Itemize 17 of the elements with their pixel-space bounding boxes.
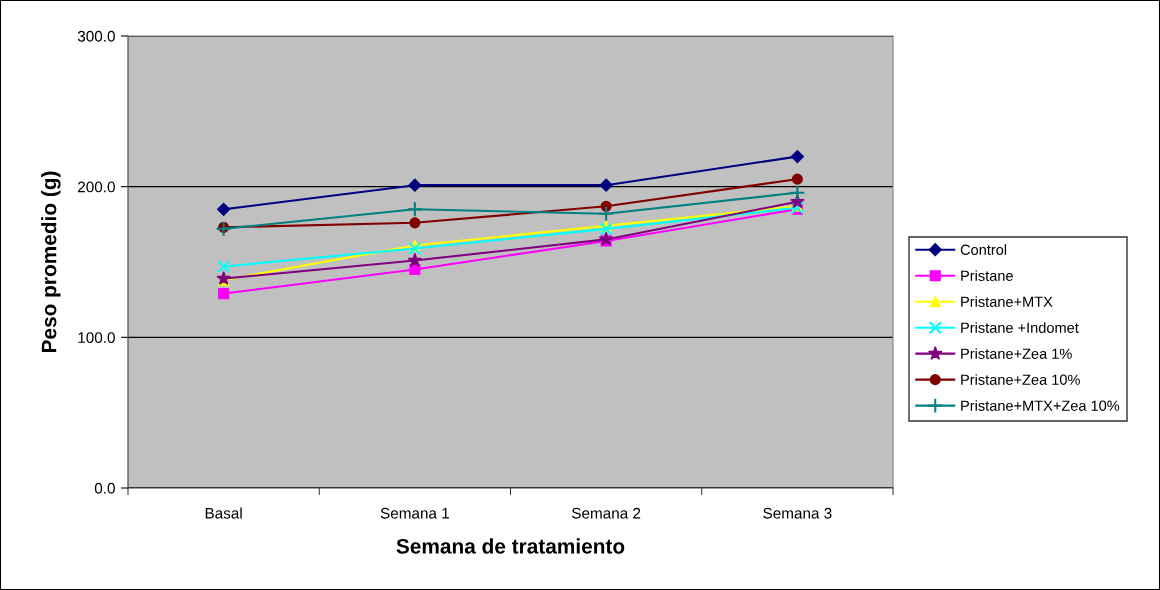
y-tick-label: 300.0 — [77, 30, 115, 42]
x-tick-label: Basal — [205, 507, 242, 519]
legend-label: Pristane — [961, 270, 1013, 281]
legend-label: Pristane+MTX+Zea 10% — [961, 400, 1120, 411]
x-tick-label: Semana 3 — [763, 507, 832, 519]
legend-label: Pristane+Zea 10% — [961, 374, 1080, 385]
y-tick-label: 0.0 — [94, 482, 115, 494]
legend-label: Pristane+Zea 1% — [961, 348, 1072, 359]
x-tick-label: Semana 1 — [380, 507, 449, 519]
y-tick-label: 200.0 — [78, 181, 115, 193]
legend-label: Pristane +Indomet — [961, 322, 1079, 333]
x-tick-label: Semana 2 — [572, 507, 641, 519]
y-axis-title: Peso promedio (g) — [41, 171, 61, 353]
legend-label: Pristane+MTX — [961, 296, 1053, 307]
x-axis-title: Semana de tratamiento — [396, 538, 625, 554]
legend-label: Control — [960, 244, 1007, 255]
y-tick-label: 100.0 — [78, 332, 115, 344]
